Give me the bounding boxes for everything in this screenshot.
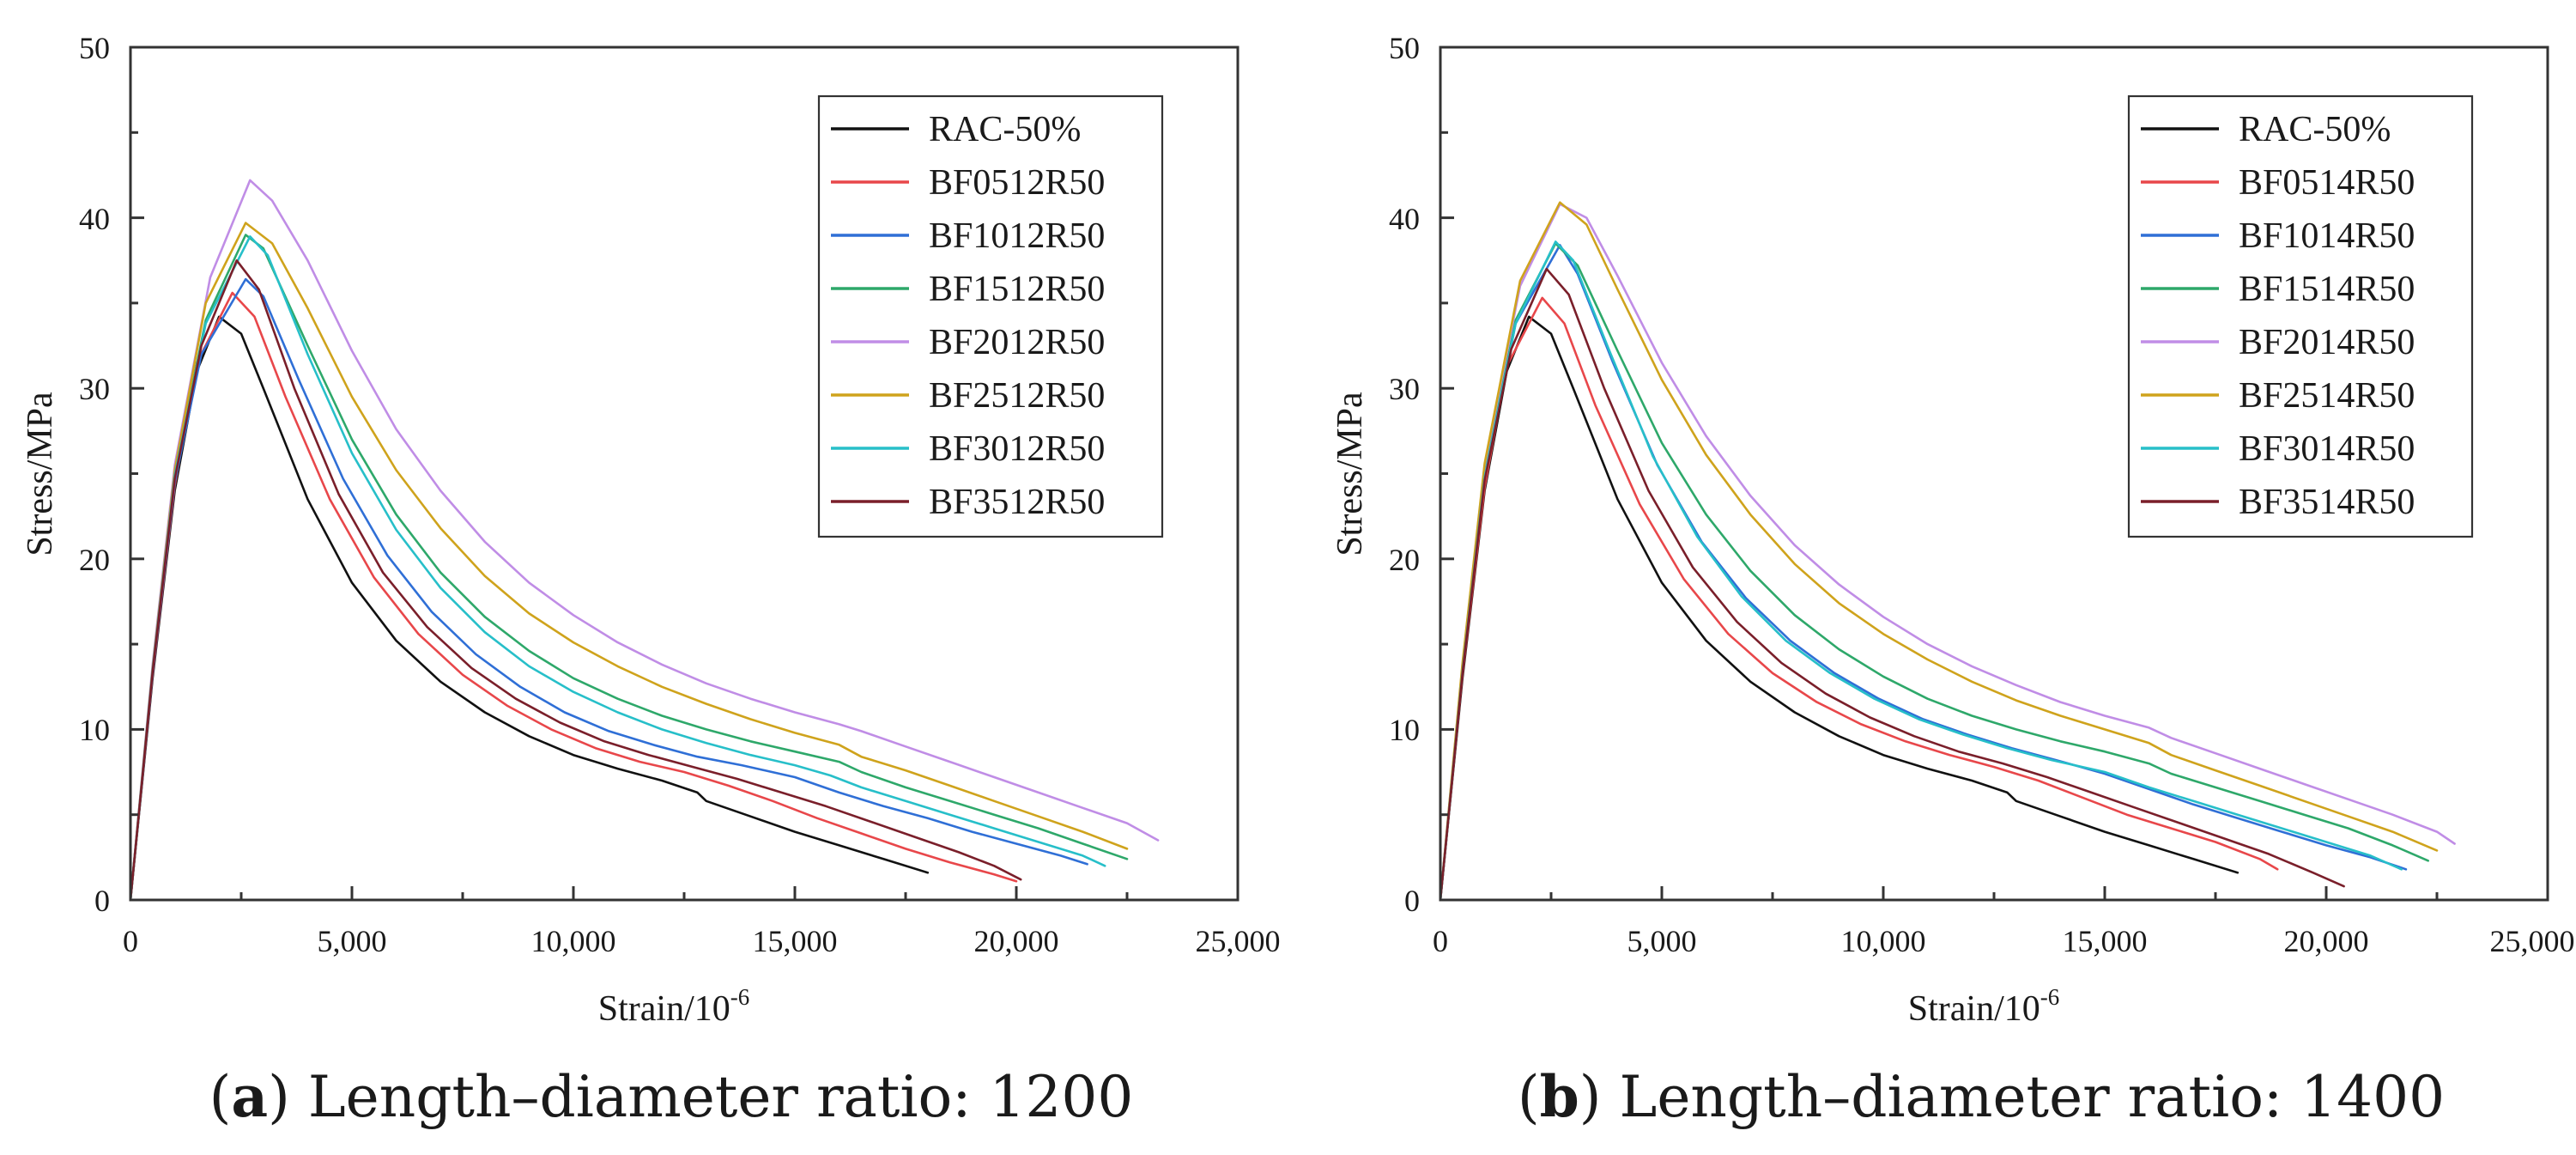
panel-b-y-tick-40: 40 — [1389, 202, 1420, 236]
panel-b-series-7-line — [1439, 240, 2403, 902]
panel-b-caption-text: Length–diameter ratio: 1400 — [1620, 1064, 2446, 1130]
panel-b-caption-letter: b — [1540, 1063, 1579, 1130]
panel-a-y-tick-50: 50 — [79, 31, 110, 65]
panel-a-y-tick-30: 30 — [79, 372, 110, 406]
panel-a-legend-label-1: RAC-50% — [929, 110, 1081, 149]
panel-a-series-1-line — [129, 315, 930, 902]
panel-a-series-2-line — [129, 291, 1018, 902]
panel-a-x-tick-20000: 20,000 — [974, 924, 1059, 958]
panel-a-x-axis-title: Strain/10-6 — [598, 984, 750, 1029]
panel-a-x-tick-25000: 25,000 — [1196, 924, 1281, 958]
panel-a-legend-label-5: BF2012R50 — [929, 323, 1105, 362]
panel-a-curves — [129, 179, 1160, 902]
panel-a-x-axis-title-exponent: -6 — [730, 984, 750, 1010]
panel-a-y-tick-0: 0 — [94, 884, 110, 918]
panel-a: 0 10 20 30 40 50 0 5,000 10,000 15,000 2… — [21, 31, 1281, 1130]
panel-a-caption: (a) Length–diameter ratio: 1200 — [209, 1063, 1134, 1130]
panel-a-legend-label-3: BF1012R50 — [929, 216, 1105, 256]
panel-b-y-tick-0: 0 — [1404, 884, 1420, 918]
panel-b-legend-label-1: RAC-50% — [2239, 110, 2391, 149]
panel-a-y-tick-10: 10 — [79, 713, 110, 747]
panel-b-legend-label-3: BF1014R50 — [2239, 216, 2415, 256]
panel-b-x-tick-25000: 25,000 — [2490, 924, 2575, 958]
panel-a-legend-label-7: BF3012R50 — [929, 429, 1105, 469]
panel-b-legend-label-6: BF2514R50 — [2239, 376, 2415, 416]
panel-b-caption: (b) Length–diameter ratio: 1400 — [1518, 1063, 2445, 1130]
panel-b-curves — [1439, 201, 2456, 902]
panel-a-legend: RAC-50% BF0512R50 BF1012R50 BF1512R50 BF2012… — [831, 110, 1105, 522]
panel-b-y-tick-50: 50 — [1389, 31, 1420, 65]
panel-a-caption-text: Length–diameter ratio: 1200 — [308, 1064, 1134, 1130]
panel-b-y-axis-title: Stress/MPa — [1330, 392, 1370, 556]
panel-a-x-tick-0: 0 — [123, 924, 138, 958]
panel-a-y-axis-title: Stress/MPa — [21, 392, 60, 556]
panel-b-series-1-line — [1439, 315, 2240, 902]
panel-a-legend-box — [817, 94, 1164, 538]
panel-b-legend-label-5: BF2014R50 — [2239, 323, 2415, 362]
panel-a-series-5-line — [129, 179, 1160, 902]
panel-a-y-tick-40: 40 — [79, 202, 110, 236]
panel-b-legend-box — [2127, 94, 2474, 538]
panel-b-x-tick-10000: 10,000 — [1841, 924, 1926, 958]
panel-b-series-2-line — [1439, 296, 2279, 902]
panel-b-x-tick-15000: 15,000 — [2063, 924, 2148, 958]
panel-a-series-3-line — [129, 277, 1088, 902]
panel-a-x-tick-10000: 10,000 — [531, 924, 616, 958]
panel-b: 0 10 20 30 40 50 0 5,000 10,000 15,000 2… — [1330, 31, 2575, 1130]
panel-b-x-axis-title-main: Strain/10 — [1908, 989, 2040, 1029]
panel-a-legend-label-4: BF1512R50 — [929, 270, 1105, 309]
panel-a-legend-label-8: BF3512R50 — [929, 483, 1105, 522]
panel-a-y-tick-20: 20 — [79, 543, 110, 577]
panel-a-legend-label-2: BF0512R50 — [929, 163, 1105, 203]
panel-b-x-tick-0: 0 — [1433, 924, 1448, 958]
panel-a-ticks — [129, 46, 1240, 902]
panel-b-x-axis-title: Strain/10-6 — [1908, 984, 2060, 1029]
panel-b-legend-label-8: BF3514R50 — [2239, 483, 2415, 522]
panel-a-x-axis-title-main: Strain/10 — [598, 989, 730, 1029]
panel-a-legend-label-6: BF2512R50 — [929, 376, 1105, 416]
panel-b-x-axis-title-exponent: -6 — [2040, 984, 2060, 1010]
panel-b-legend-label-4: BF1514R50 — [2239, 270, 2415, 309]
panel-b-legend-label-2: BF0514R50 — [2239, 163, 2415, 203]
panel-b-ticks — [1439, 46, 2549, 902]
panel-b-y-tick-20: 20 — [1389, 543, 1420, 577]
panel-a-series-8-line — [129, 258, 1022, 902]
panel-a-series-6-line — [129, 222, 1129, 902]
panel-b-series-6-line — [1439, 201, 2439, 902]
panel-a-x-tick-5000: 5,000 — [318, 924, 387, 958]
panel-a-series-7-line — [129, 235, 1106, 902]
panel-b-y-tick-10: 10 — [1389, 713, 1420, 747]
panel-b-series-8-line — [1439, 267, 2345, 902]
panel-b-legend-label-7: BF3014R50 — [2239, 429, 2415, 469]
panel-b-y-tick-30: 30 — [1389, 372, 1420, 406]
panel-a-x-tick-15000: 15,000 — [753, 924, 838, 958]
panel-b-legend: RAC-50% BF0514R50 BF1014R50 BF1514R50 BF2014… — [2141, 110, 2415, 522]
panel-a-caption-letter: a — [231, 1063, 268, 1130]
panel-b-x-tick-5000: 5,000 — [1627, 924, 1697, 958]
panel-b-x-tick-20000: 20,000 — [2284, 924, 2369, 958]
